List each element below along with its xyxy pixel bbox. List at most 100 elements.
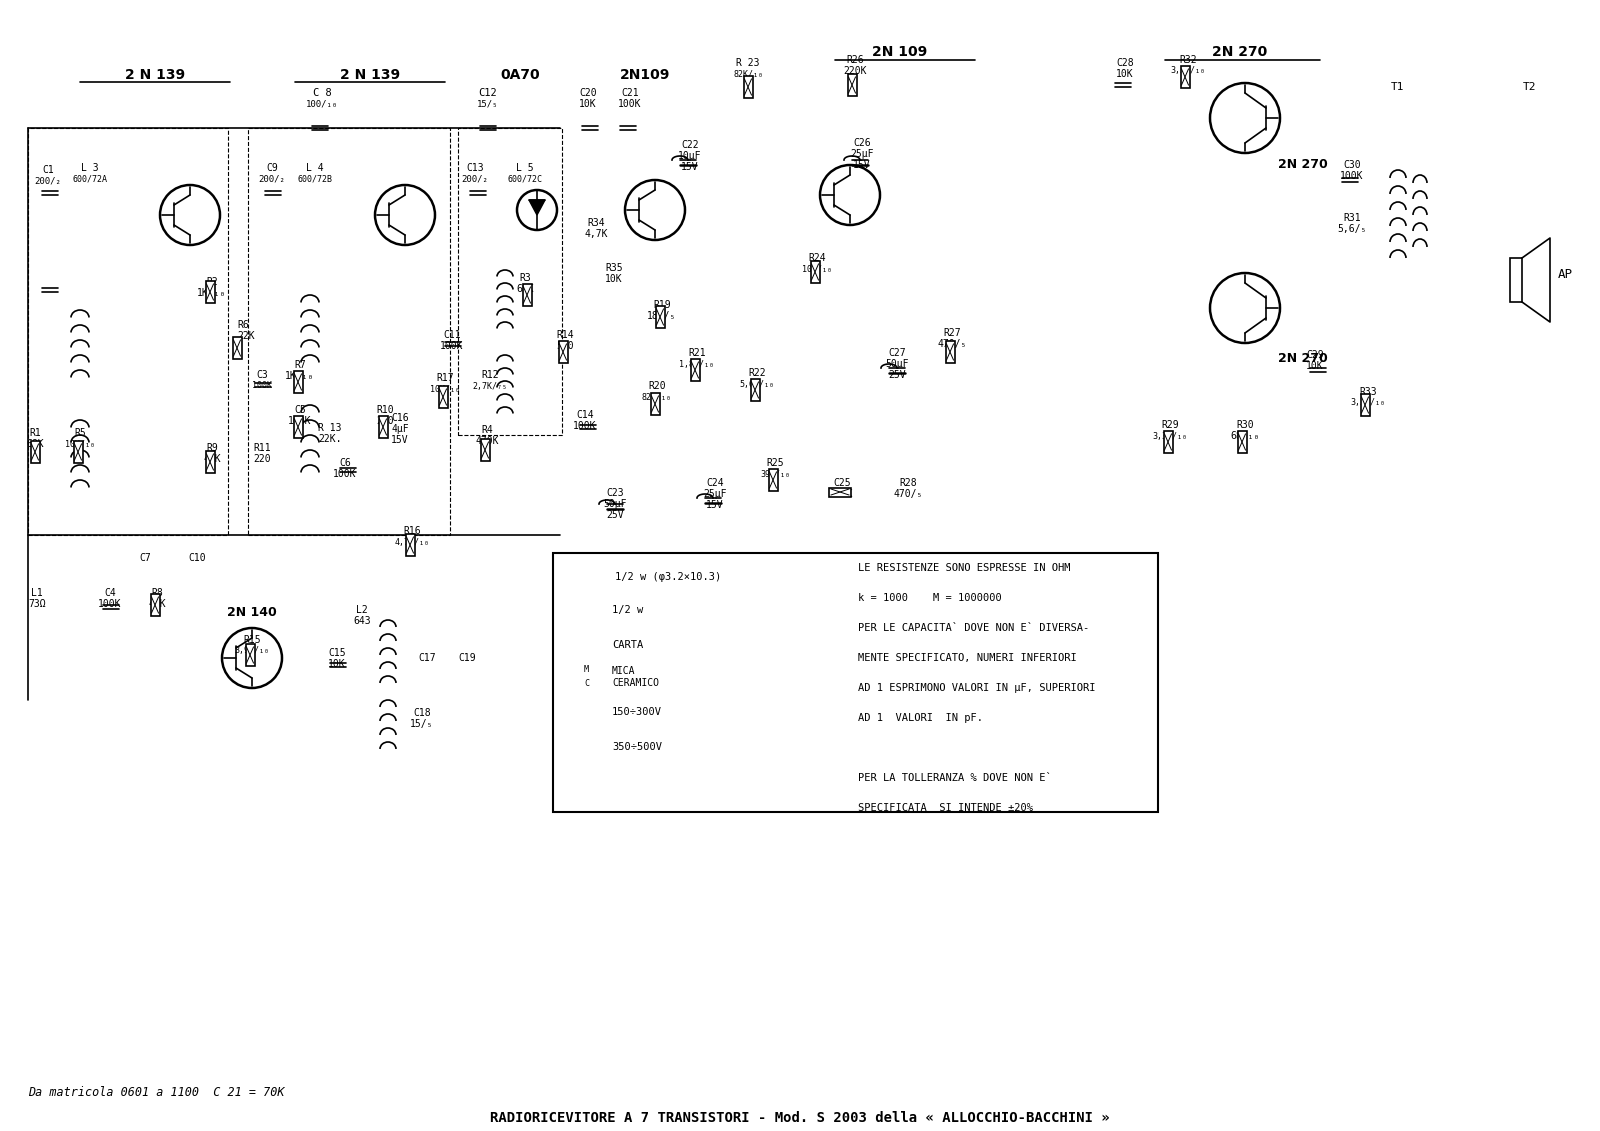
Text: 18K/₅: 18K/₅ [648, 311, 677, 321]
Text: R34: R34 [587, 218, 605, 228]
Text: 4,7K: 4,7K [584, 228, 608, 239]
Text: R1: R1 [29, 428, 42, 438]
Text: C20: C20 [579, 88, 597, 98]
Text: 2N 270: 2N 270 [1278, 158, 1328, 172]
Text: L 4: L 4 [306, 163, 323, 173]
Text: 47K: 47K [149, 599, 166, 608]
Bar [1360, 394, 1370, 416]
Bar [768, 469, 778, 491]
Text: 15V: 15V [853, 159, 870, 170]
Text: 25μF: 25μF [850, 149, 874, 159]
Text: L 5: L 5 [517, 163, 534, 173]
Text: 150÷300V: 150÷300V [611, 707, 662, 717]
Text: 82K/₁₀: 82K/₁₀ [642, 392, 672, 402]
Text: 10K: 10K [1306, 361, 1323, 371]
Text: AD 1 ESPRIMONO VALORI IN μF, SUPERIORI: AD 1 ESPRIMONO VALORI IN μF, SUPERIORI [858, 683, 1096, 693]
Text: R35: R35 [605, 264, 622, 273]
Text: 2N109: 2N109 [619, 68, 670, 83]
Bar [245, 644, 254, 666]
Text: SPECIFICATA  SI INTENDE ±20%: SPECIFICATA SI INTENDE ±20% [858, 803, 1034, 813]
Text: 4μF: 4μF [390, 424, 410, 434]
Text: 4,5V.: 4,5V. [733, 573, 771, 587]
Text: 100/₁₀: 100/₁₀ [306, 100, 338, 109]
Bar [232, 337, 242, 359]
Text: 600/72B: 600/72B [298, 174, 333, 183]
Text: C30: C30 [1342, 159, 1362, 170]
Text: 470/₅: 470/₅ [893, 489, 923, 499]
Text: 220K: 220K [843, 66, 867, 76]
Bar [248, 128, 450, 535]
Text: C24: C24 [706, 478, 723, 487]
Text: 15V: 15V [682, 162, 699, 172]
Text: R25: R25 [766, 458, 784, 468]
Text: MENTE SPECIFICATO, NUMERI INFERIORI: MENTE SPECIFICATO, NUMERI INFERIORI [858, 653, 1077, 663]
Text: C 8: C 8 [312, 88, 331, 98]
Text: 3,3K/₁₀: 3,3K/₁₀ [1152, 432, 1187, 440]
Text: 0A70: 0A70 [501, 68, 539, 83]
Text: 4,7K/₁₀: 4,7K/₁₀ [395, 537, 429, 546]
Text: M: M [584, 665, 589, 674]
Text: R8: R8 [150, 588, 163, 598]
Text: 50μF: 50μF [885, 359, 909, 369]
Text: 560: 560 [557, 342, 574, 351]
Text: R19: R19 [653, 300, 670, 310]
Text: R9: R9 [206, 443, 218, 454]
Text: C26: C26 [853, 138, 870, 148]
Bar [29, 128, 229, 535]
Bar [750, 379, 760, 402]
Text: 2 N 139: 2 N 139 [339, 68, 400, 83]
Bar [379, 416, 387, 438]
Text: C1: C1 [42, 165, 54, 175]
Text: C21: C21 [621, 88, 638, 98]
Text: 470K: 470K [475, 435, 499, 446]
Text: C19: C19 [458, 653, 475, 663]
Text: 15V: 15V [390, 435, 410, 444]
Text: 100K: 100K [253, 381, 272, 390]
Bar [1237, 431, 1246, 454]
Text: 1K/₁₀: 1K/₁₀ [285, 371, 315, 381]
Text: 10K/₁₀: 10K/₁₀ [430, 385, 461, 394]
Text: Da matricola 0601 a 1100  C 21 = 70K: Da matricola 0601 a 1100 C 21 = 70K [29, 1086, 285, 1098]
Text: C14: C14 [576, 411, 594, 420]
Bar [1163, 431, 1173, 454]
Text: +: + [883, 593, 891, 607]
Text: L2: L2 [357, 605, 368, 615]
Text: 10K/₁₀: 10K/₁₀ [66, 440, 94, 449]
Text: 3,9K/₁₀: 3,9K/₁₀ [235, 647, 269, 656]
Text: 100K: 100K [830, 489, 854, 499]
Text: 2 N 139: 2 N 139 [125, 68, 186, 83]
Bar [438, 386, 448, 408]
Text: 643: 643 [354, 616, 371, 625]
Text: 5,6/₅: 5,6/₅ [1338, 224, 1366, 234]
Text: R11: R11 [253, 443, 270, 454]
Text: C28: C28 [1117, 58, 1134, 68]
Text: 1,8K/₁₀: 1,8K/₁₀ [680, 360, 715, 369]
Text: +: + [675, 593, 685, 607]
Text: 100K: 100K [333, 469, 357, 480]
Text: T1: T1 [1392, 83, 1405, 92]
Bar [458, 128, 562, 435]
Bar [554, 553, 1158, 812]
Text: 600/72A: 600/72A [72, 174, 107, 183]
Text: 220: 220 [376, 416, 394, 426]
Text: 10K: 10K [605, 274, 622, 284]
Text: AD 1  VALORI  IN pF.: AD 1 VALORI IN pF. [858, 713, 982, 723]
Text: R17: R17 [437, 373, 454, 383]
Text: 4,5V.: 4,5V. [938, 573, 976, 587]
Text: 10K: 10K [579, 100, 597, 109]
Text: R16: R16 [403, 526, 421, 536]
Text: 50μF: 50μF [603, 499, 627, 509]
Text: R 13: R 13 [318, 423, 342, 433]
Text: R5: R5 [74, 428, 86, 438]
Text: 600/72C: 600/72C [507, 174, 542, 183]
Text: 200/₂: 200/₂ [259, 174, 285, 183]
Text: T2: T2 [1523, 83, 1536, 92]
Text: C12: C12 [478, 88, 498, 98]
Bar [744, 76, 752, 98]
Text: C15: C15 [328, 648, 346, 658]
Text: -: - [723, 593, 733, 607]
Text: 73Ω: 73Ω [29, 599, 46, 608]
Text: 2N 270: 2N 270 [1278, 352, 1328, 364]
Bar [574, 572, 606, 581]
Text: 220: 220 [253, 454, 270, 464]
